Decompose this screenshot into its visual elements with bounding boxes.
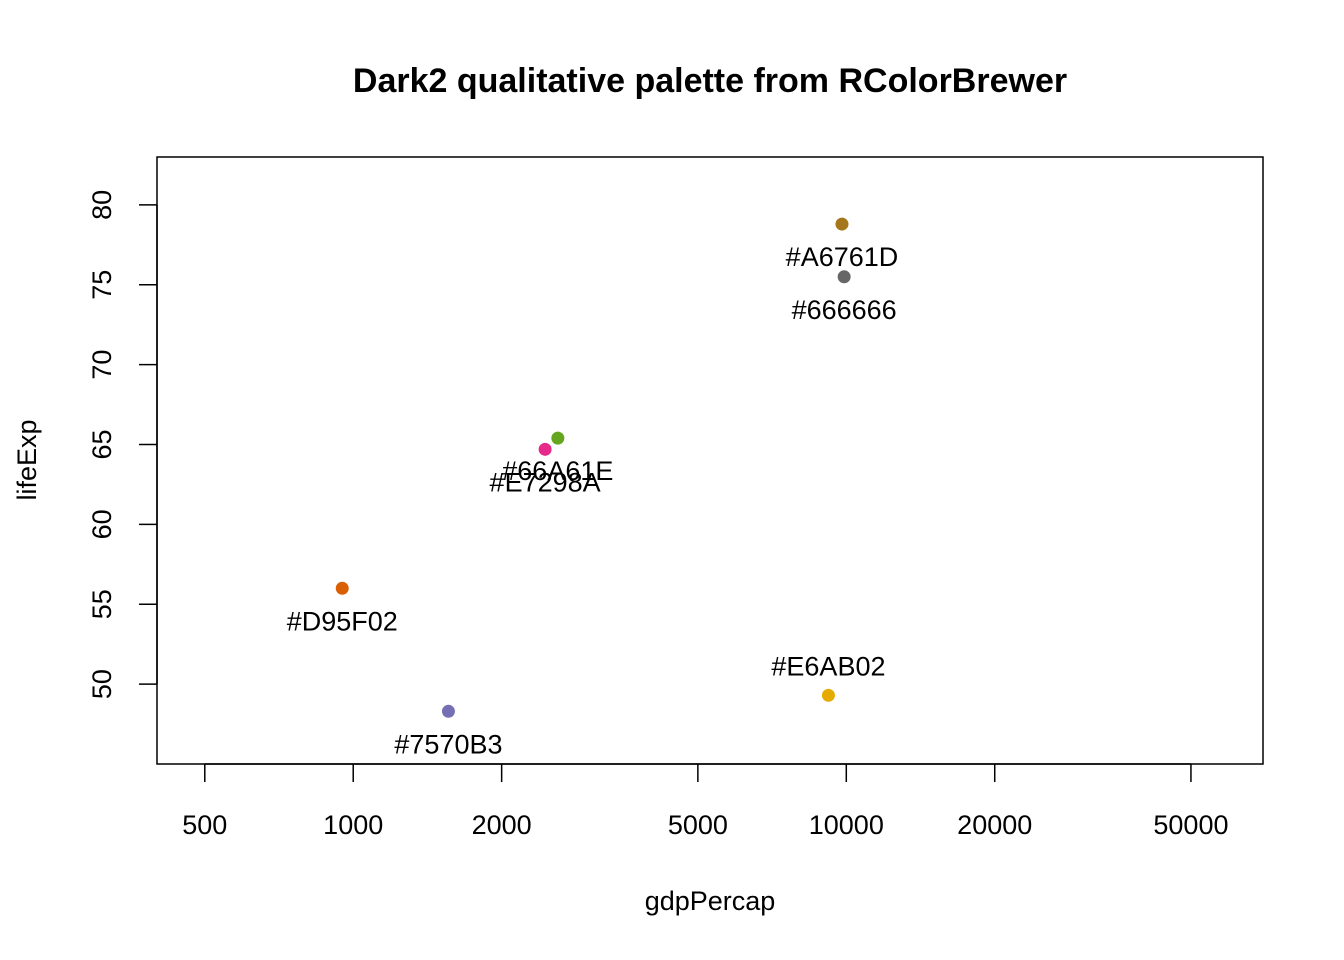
data-point bbox=[441, 704, 455, 718]
y-tick-label: 50 bbox=[87, 669, 117, 699]
data-point bbox=[551, 431, 565, 445]
x-tick-label: 1000 bbox=[323, 810, 383, 840]
point-label: #E6AB02 bbox=[771, 651, 885, 681]
point-label: #A6761D bbox=[786, 242, 899, 272]
x-tick-label: 2000 bbox=[472, 810, 532, 840]
point-label: #66A61E bbox=[502, 456, 613, 486]
y-tick-label: 80 bbox=[87, 190, 117, 220]
point-label: #E7298A bbox=[490, 467, 601, 497]
data-point bbox=[837, 270, 851, 284]
data-point bbox=[821, 688, 835, 702]
x-tick-label: 5000 bbox=[668, 810, 728, 840]
x-tick-label: 50000 bbox=[1153, 810, 1228, 840]
y-axis-label: lifeExp bbox=[12, 419, 42, 500]
data-point bbox=[538, 442, 552, 456]
y-axis: 50 55 60 65 70 75 80 bbox=[87, 190, 158, 699]
y-tick-label: 55 bbox=[87, 589, 117, 619]
y-tick-label: 75 bbox=[87, 270, 117, 300]
x-tick-label: 20000 bbox=[957, 810, 1032, 840]
point-label: #666666 bbox=[792, 295, 897, 325]
point-labels: #A6761D #666666 #66A61E#E7298A #D95F02 #7570… bbox=[287, 242, 899, 759]
data-points bbox=[335, 217, 851, 718]
data-point bbox=[335, 581, 349, 595]
point-label: #7570B3 bbox=[394, 729, 502, 759]
y-tick-label: 65 bbox=[87, 430, 117, 460]
y-tick-label: 70 bbox=[87, 350, 117, 380]
x-axis: 500 1000 2000 5000 10000 20000 50000 bbox=[182, 763, 1228, 840]
x-tick-label: 10000 bbox=[809, 810, 884, 840]
point-label: #D95F02 bbox=[287, 606, 398, 636]
x-tick-label: 500 bbox=[182, 810, 227, 840]
x-axis-label: gdpPercap bbox=[645, 886, 776, 916]
data-point bbox=[835, 217, 849, 231]
plot-area-border bbox=[156, 156, 1264, 765]
chart-title: Dark2 qualitative palette from RColorBre… bbox=[353, 62, 1067, 100]
y-tick-label: 60 bbox=[87, 509, 117, 539]
